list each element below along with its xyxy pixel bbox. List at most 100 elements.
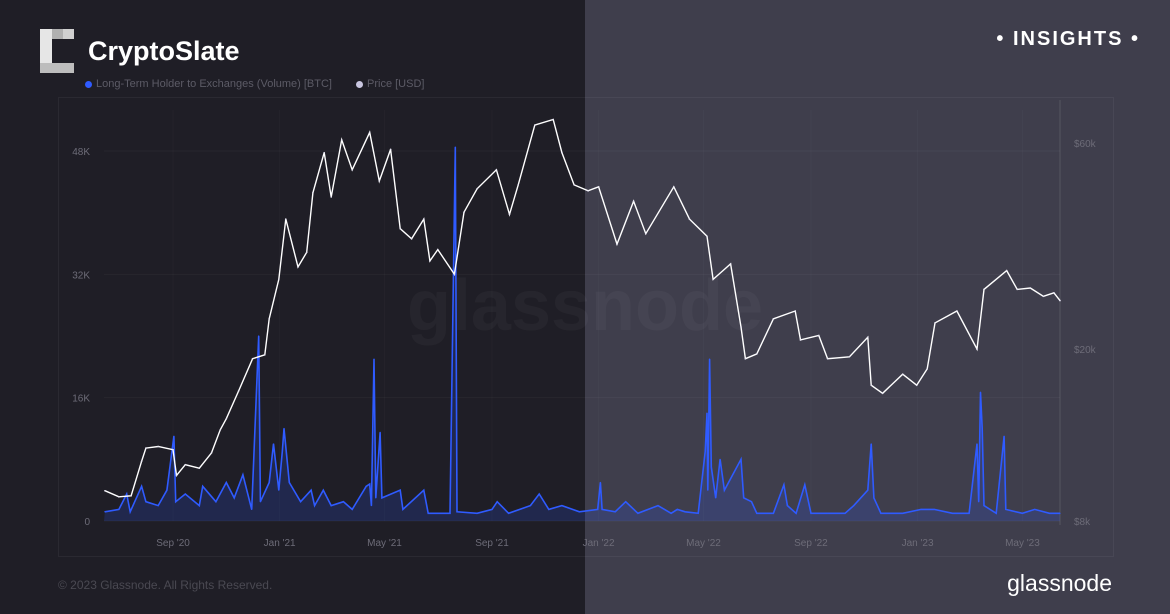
price-point [799, 339, 802, 341]
volume-point [614, 511, 616, 513]
left-axis-tick: 32K [72, 270, 90, 281]
volume-point [710, 466, 712, 468]
price-point [644, 232, 647, 235]
price-point [712, 278, 714, 281]
volume-point [370, 504, 373, 507]
legend-dot-icon [356, 80, 363, 88]
volume-point [126, 493, 128, 495]
volume-point [786, 504, 788, 507]
volume-point [496, 501, 498, 503]
legend-label: Long-Term Holder to Exchanges (Volume) [… [96, 78, 332, 90]
price-point [534, 124, 536, 126]
price-point [140, 460, 143, 463]
volume-point [704, 451, 706, 453]
volume-point [129, 511, 131, 513]
volume-point [548, 508, 550, 511]
volume-point [1021, 512, 1024, 514]
volume-point [476, 512, 478, 514]
volume-point [1034, 508, 1036, 511]
legend-item-volume[interactable]: Long-Term Holder to Exchanges (Volume) [… [85, 78, 332, 90]
volume-point [995, 512, 997, 514]
price-point [495, 169, 498, 171]
price-point [744, 357, 747, 360]
volume-point [1003, 435, 1005, 437]
price-point [517, 184, 520, 186]
price-point [508, 213, 511, 216]
price-point [826, 357, 829, 360]
volume-point [104, 511, 106, 513]
price-point [870, 384, 873, 386]
price-point [772, 318, 775, 320]
price-point [934, 322, 936, 324]
legend-label: Price [USD] [367, 78, 425, 90]
price-point [561, 151, 563, 154]
copyright: © 2023 Glassnode. All Rights Reserved. [58, 578, 273, 592]
right-axis-tick: $8k [1074, 517, 1091, 528]
volume-point [184, 493, 186, 495]
legend-item-price[interactable]: Price [USD] [356, 78, 424, 90]
volume-point [449, 512, 451, 514]
price-point [740, 326, 742, 328]
volume-point [529, 504, 532, 507]
volume-point [795, 512, 797, 514]
volume-point [599, 481, 601, 484]
price-point [330, 196, 333, 198]
volume-point [369, 483, 371, 485]
volume-point [259, 501, 262, 503]
volume-point [625, 501, 627, 503]
volume-point [310, 489, 312, 491]
price-point [672, 186, 675, 188]
volume-point [870, 443, 872, 445]
price-point [983, 288, 985, 291]
glassnode-logo: glassnode [1007, 570, 1112, 596]
price-point [688, 218, 691, 220]
x-axis-tick: Sep '22 [794, 538, 828, 549]
volume-point [145, 501, 147, 503]
price-point [881, 392, 884, 395]
volume-point [979, 391, 982, 393]
price-point [976, 348, 978, 350]
price-point [1029, 287, 1032, 289]
price-point [389, 148, 392, 151]
volume-point [844, 512, 846, 514]
volume-point [251, 508, 253, 511]
price-point [597, 186, 600, 188]
left-axis-tick: 16K [72, 394, 90, 405]
price-point [277, 278, 280, 281]
volume-point [215, 501, 217, 503]
price-point [263, 354, 266, 356]
price-point [157, 445, 159, 448]
price-point [172, 448, 174, 451]
volume-point [427, 512, 429, 514]
volume-point [379, 431, 381, 433]
volume-point [978, 501, 980, 503]
right-axis-tick: $20k [1074, 345, 1097, 356]
chart-panel [58, 97, 1114, 557]
price-point [587, 190, 589, 192]
legend-dot-icon [85, 80, 92, 88]
price-point [1016, 288, 1018, 291]
volume-point [902, 512, 904, 514]
watermark: glassnode [407, 266, 763, 346]
volume-point [313, 504, 316, 507]
price-point [616, 243, 618, 245]
price-point [351, 169, 353, 171]
price-point [632, 200, 635, 202]
volume-point [772, 512, 774, 514]
volume-point [743, 497, 745, 499]
price-point [1053, 292, 1055, 294]
price-point [706, 235, 708, 238]
volume-point [981, 427, 983, 430]
volume-point [373, 358, 375, 360]
price-point [818, 334, 820, 337]
x-axis-tick: May '22 [686, 538, 721, 549]
volume-point [670, 512, 672, 514]
price-point [145, 447, 147, 449]
x-axis-tick: Jan '23 [902, 538, 934, 549]
price-point [340, 139, 343, 141]
volume-point [637, 512, 639, 514]
volume-point [826, 512, 829, 514]
volume-point [491, 508, 493, 511]
price-point [476, 188, 478, 190]
price-point [573, 184, 575, 186]
